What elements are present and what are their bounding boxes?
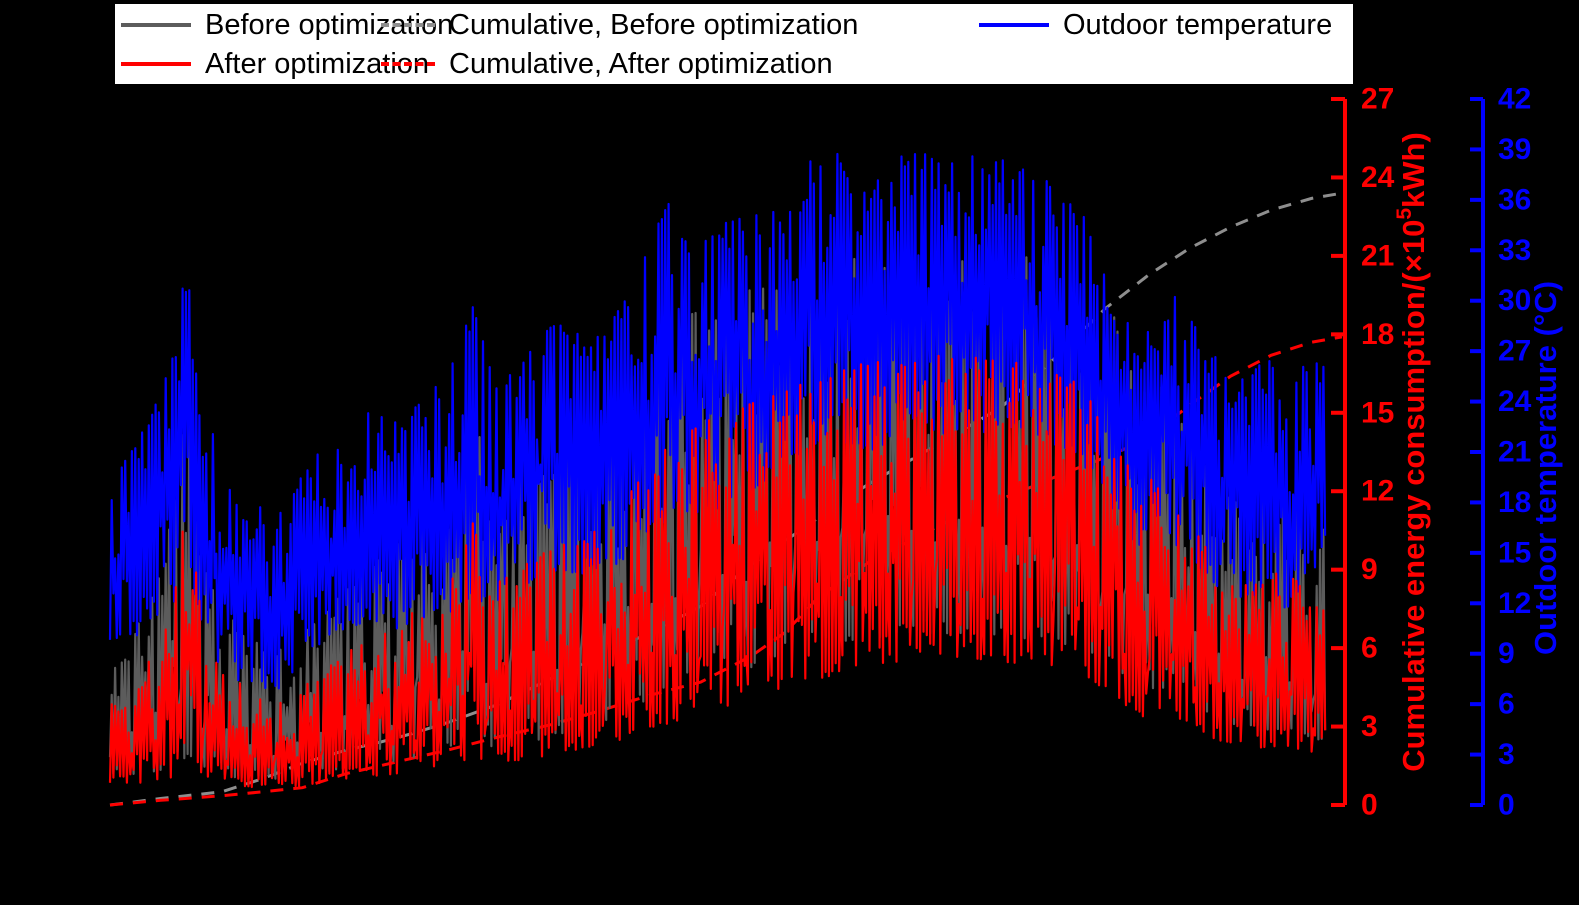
axis-tick-label: 3 <box>1498 738 1515 771</box>
legend-item-cumulative-before-optimization: Cumulative, Before optimization <box>381 5 858 45</box>
axis-tick-label: 24 <box>1498 385 1532 418</box>
axis-tick-label: 24 <box>1361 161 1395 194</box>
legend-line-sample-cumulative-after <box>381 62 435 66</box>
axis-tick-label: 15 <box>1361 396 1394 429</box>
axis-tick-label: 6 <box>1498 688 1515 721</box>
axis-tick-label: 15 <box>1498 536 1531 569</box>
legend-item-outdoor-temperature: Outdoor temperature <box>979 5 1332 45</box>
legend-label-outdoor-temperature: Outdoor temperature <box>1063 8 1333 41</box>
series-after-optimization-line <box>108 354 1327 789</box>
axis-tick-label: 33 <box>1498 234 1531 267</box>
axis-tick-label: 39 <box>1498 133 1531 166</box>
axis-tick-label: 21 <box>1498 436 1531 469</box>
axis-tick-label: 21 <box>1361 239 1394 272</box>
axis-tick-label: 30 <box>1498 284 1531 317</box>
axis-tick-label: 18 <box>1361 318 1394 351</box>
axis-tick-label: 36 <box>1498 183 1531 216</box>
legend-line-sample-after-optimization <box>121 62 191 66</box>
axis-tick-label: 12 <box>1361 475 1394 508</box>
axis-tick-label: 9 <box>1361 553 1378 586</box>
axis-tick-label: 18 <box>1498 486 1531 519</box>
axis-tick-label: 0 <box>1498 789 1515 822</box>
legend-item-cumulative-after-optimization: Cumulative, After optimization <box>381 44 833 84</box>
legend-label-cumulative-before: Cumulative, Before optimization <box>449 8 859 41</box>
axis-tick-label: 42 <box>1498 83 1531 116</box>
legend-box: Before optimization Cumulative, Before o… <box>113 2 1355 86</box>
axis-tick-label: 27 <box>1498 335 1531 368</box>
axis-tick-label: 3 <box>1361 710 1378 743</box>
energy-axis-title: Cumulative energy consumption/(×105kWh) <box>1393 132 1431 772</box>
legend-line-sample-before-optimization <box>121 23 191 27</box>
temp-axis-title: Outdoor temperature (°C) <box>1528 281 1563 655</box>
series-outdoor-temperature-line <box>108 152 1327 690</box>
axis-tick-label: 27 <box>1361 83 1394 116</box>
temp-axis: Outdoor temperature (°C) 036912151821242… <box>1470 83 1563 822</box>
axis-tick-label: 12 <box>1498 587 1531 620</box>
legend-label-cumulative-after: Cumulative, After optimization <box>449 47 833 80</box>
energy-axis: Cumulative energy consumption/(×105kWh) … <box>1331 83 1431 822</box>
legend-line-sample-cumulative-before <box>381 23 435 27</box>
series-lines <box>108 152 1327 789</box>
axis-tick-label: 9 <box>1498 637 1515 670</box>
legend-line-sample-outdoor-temperature <box>979 23 1049 27</box>
axis-tick-label: 6 <box>1361 632 1378 665</box>
axis-tick-label: 0 <box>1361 789 1378 822</box>
